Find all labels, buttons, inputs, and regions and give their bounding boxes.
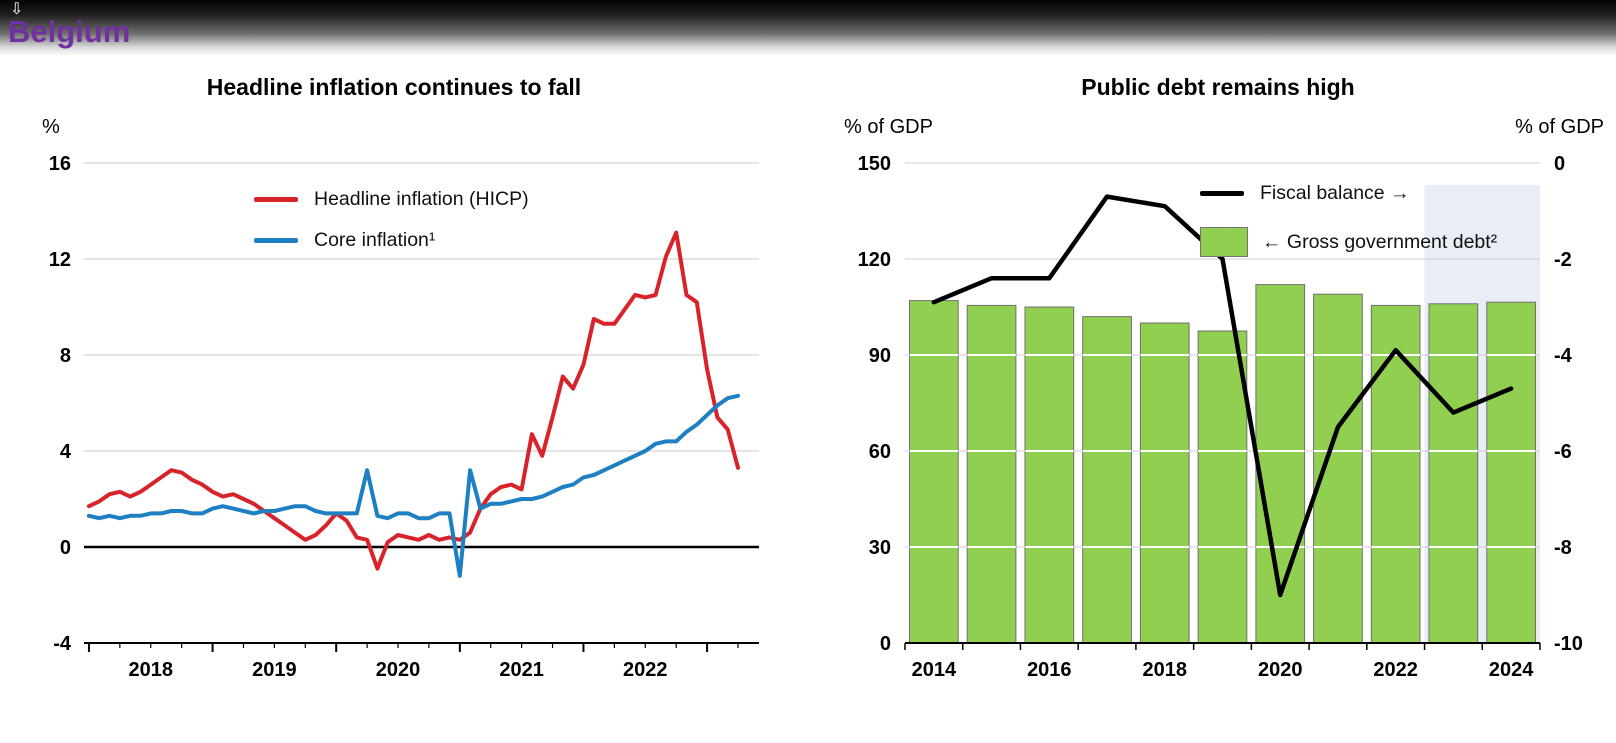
y-tick-label: -4: [53, 633, 72, 655]
charts-container: Headline inflation continues to fall % 1…: [0, 62, 1606, 703]
cursor-icon: ⇩: [10, 1, 24, 18]
right-y-tick-label: -6: [1554, 441, 1572, 463]
x-tick-label: 2024: [1489, 659, 1534, 681]
legend-item-core: Core inflation¹: [254, 229, 529, 252]
debt-right-axis-unit: % of GDP: [1515, 116, 1604, 138]
window-chrome-bar: ⇩: [0, 0, 1616, 56]
y-tick-label: 0: [60, 537, 71, 559]
left-y-tick-label: 0: [880, 633, 891, 655]
core-legend-label: Core inflation¹: [314, 229, 436, 251]
x-tick-label: 2014: [912, 659, 957, 681]
legend-item-gross-debt: ← Gross government debt²: [1200, 227, 1497, 257]
debt-bar-swatch: [1200, 227, 1248, 257]
x-tick-label: 2022: [623, 659, 668, 681]
debt-bar: [909, 300, 959, 644]
y-tick-label: 12: [49, 249, 71, 271]
debt-legend: Fiscal balance → ← Gross government debt…: [1200, 182, 1497, 279]
right-y-tick-label: -4: [1554, 345, 1573, 367]
debt-bar: [1024, 306, 1075, 644]
inflation-chart-title: Headline inflation continues to fall: [206, 74, 582, 100]
debt-bar: [966, 304, 1017, 644]
right-y-tick-label: -2: [1554, 249, 1572, 271]
legend-item-hicp: Headline inflation (HICP): [254, 188, 529, 211]
debt-left-axis-unit: % of GDP: [844, 116, 933, 138]
debt-bar: [1370, 304, 1421, 644]
debt-bar: [1197, 330, 1248, 644]
debt-bar: [1313, 293, 1363, 644]
right-y-tick-label: 0: [1554, 153, 1565, 175]
inflation-plot: 16 12 8 4 0 -4 2018 2019 2020 2021 2022: [49, 153, 759, 681]
x-tick-label: 2020: [376, 659, 421, 681]
x-tick-label: 2018: [1143, 659, 1188, 681]
debt-legend-label: ← Gross government debt²: [1262, 230, 1498, 253]
y-tick-label: 8: [60, 345, 71, 367]
x-tick-label: 2021: [499, 659, 544, 681]
page-title: Belgium: [8, 14, 131, 49]
left-y-tick-label: 60: [869, 441, 891, 463]
debt-figure: Public debt remains high % of GDP % of G…: [830, 62, 1606, 703]
debt-bar: [1428, 303, 1479, 644]
inflation-chart: 16 12 8 4 0 -4 2018 2019 2020 2021 2022: [49, 153, 759, 681]
y-tick-label: 16: [49, 153, 71, 175]
debt-bar: [1486, 301, 1536, 644]
fiscal-line-swatch: [1200, 191, 1244, 196]
inflation-y-axis-unit: %: [42, 116, 60, 138]
y-tick-label: 4: [60, 441, 72, 463]
inflation-legend: Headline inflation (HICP) Core inflation…: [254, 188, 529, 270]
x-tick-label: 2022: [1373, 659, 1418, 681]
left-y-tick-label: 90: [869, 345, 891, 367]
right-y-tick-label: -8: [1554, 537, 1572, 559]
left-y-tick-label: 120: [858, 249, 891, 271]
legend-item-fiscal-balance: Fiscal balance →: [1200, 182, 1497, 205]
debt-bar: [1139, 322, 1190, 644]
hicp-legend-label: Headline inflation (HICP): [314, 188, 529, 210]
fiscal-balance-line: [931, 194, 1514, 598]
x-tick-label: 2016: [1027, 659, 1072, 681]
hicp-line-swatch: [254, 197, 298, 202]
core-inflation-line: [86, 393, 740, 578]
inflation-figure: Headline inflation continues to fall % 1…: [14, 62, 774, 703]
right-y-tick-label: -10: [1554, 633, 1583, 655]
debt-plot: 150 120 90 60 30 0 0 -2 -4 -6 -8 -10 2014 2016 2018 202…: [858, 153, 1583, 681]
fiscal-legend-label: Fiscal balance →: [1260, 182, 1410, 204]
left-y-tick-label: 30: [869, 537, 891, 559]
x-tick-label: 2019: [252, 659, 297, 681]
debt-bar: [1082, 316, 1132, 644]
debt-chart: 150 120 90 60 30 0 0 -2 -4 -6 -8 -10 2014 2016 2018 202…: [858, 153, 1583, 681]
x-tick-label: 2018: [129, 659, 174, 681]
core-line-swatch: [254, 238, 298, 243]
left-y-tick-label: 150: [858, 153, 891, 175]
x-tick-label: 2020: [1258, 659, 1303, 681]
debt-chart-title: Public debt remains high: [1081, 74, 1355, 100]
hicp-line: [86, 230, 740, 571]
